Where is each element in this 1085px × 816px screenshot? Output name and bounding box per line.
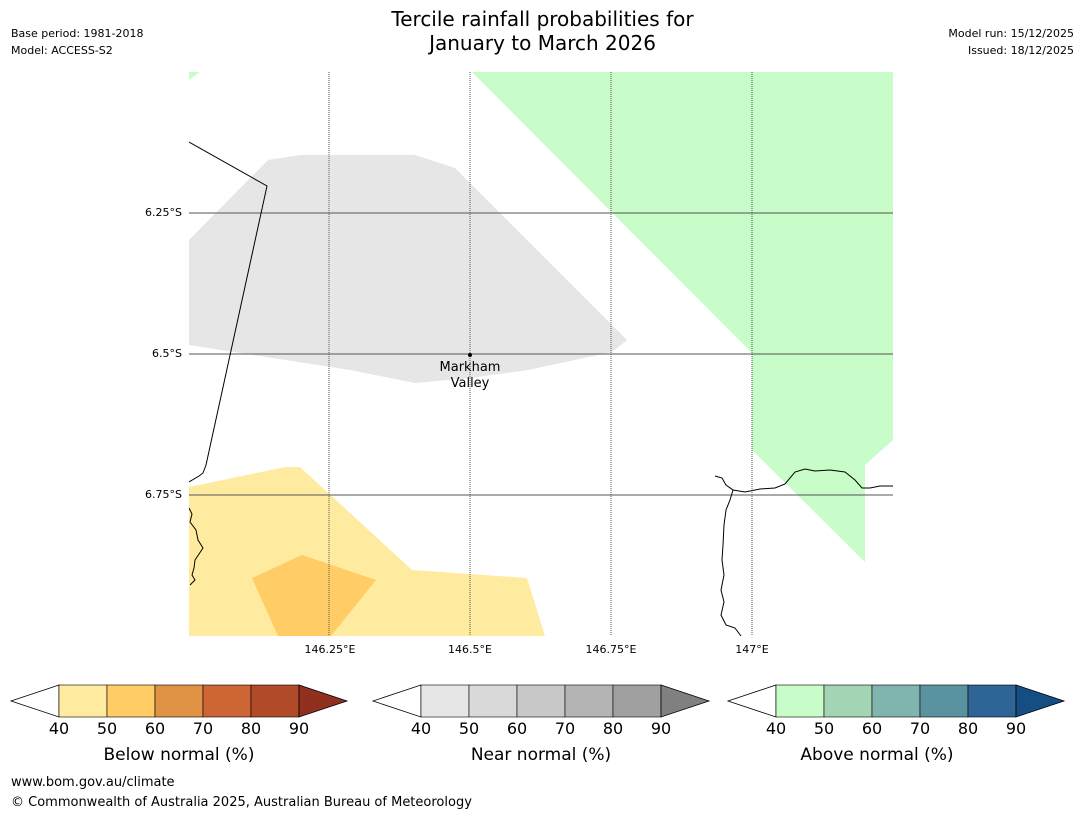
- colorbar-tick-label: 90: [289, 719, 309, 736]
- colorbars-svg: 40 50 60 70 80 90 40 50 60 70 80 90 40 50 60 70 80 90: [9, 684, 1066, 736]
- colorbar-segment: [919, 684, 969, 718]
- below-normal-region-40: [189, 467, 545, 636]
- lat-label-6-5: 6.5°S: [152, 347, 182, 360]
- colorbar-above-normal: 40 50 60 70 80 90: [726, 684, 1066, 736]
- colorbar-segment: [823, 684, 873, 718]
- above-normal-region: [472, 72, 893, 562]
- colorbar-segment: [871, 684, 921, 718]
- colorbar-tick-label: 40: [766, 719, 786, 736]
- lat-label-6-75: 6.75°S: [145, 488, 182, 501]
- colorbar-tick-label: 80: [958, 719, 978, 736]
- colorbar-segment: [154, 684, 204, 718]
- border-line: [189, 141, 268, 483]
- lon-label-146-75: 146.75°E: [585, 643, 637, 656]
- above-normal-corner: [189, 72, 200, 80]
- map-frame: [189, 72, 893, 636]
- header-right: Model run: 15/12/2025 Issued: 18/12/2025: [948, 25, 1074, 59]
- colorbar-segment: [420, 684, 470, 718]
- colorbar-tick-label: 50: [459, 719, 479, 736]
- colorbar-segment: [250, 684, 300, 718]
- header-left: Base period: 1981-2018 Model: ACCESS-S2: [11, 25, 143, 59]
- coastlines: [189, 141, 893, 636]
- colorbar-tick-label: 50: [97, 719, 117, 736]
- lon-label-147: 147°E: [735, 643, 769, 656]
- colorbar-segment: [58, 684, 108, 718]
- near-normal-region: [189, 155, 627, 383]
- colorbar-tick-label: 90: [651, 719, 671, 736]
- colorbar-segment: [967, 684, 1017, 718]
- colorbar-tick-label: 70: [193, 719, 213, 736]
- colorbar-segment: [775, 684, 825, 718]
- coastline-east-shore: [732, 468, 893, 493]
- colorbar-tick-label: 90: [1006, 719, 1026, 736]
- coastline-east: [714, 475, 742, 636]
- issued-text: Issued: 18/12/2025: [967, 44, 1074, 57]
- colorbar-segment: [612, 684, 662, 718]
- model-text: Model: ACCESS-S2: [11, 44, 113, 57]
- colorbar-label-near: Near normal (%): [470, 745, 612, 765]
- colorbar-tick-label: 40: [411, 719, 431, 736]
- lon-label-146-25: 146.25°E: [304, 643, 356, 656]
- colorbar-tick-label: 70: [910, 719, 930, 736]
- coastline-west: [189, 507, 204, 586]
- lat-label-6-25: 6.25°S: [145, 206, 182, 219]
- colorbar-label-above: Above normal (%): [800, 745, 954, 765]
- title-line-1: Tercile rainfall probabilities for: [391, 7, 694, 31]
- colorbar-tick-label: 70: [555, 719, 575, 736]
- lon-label-146-5: 146.5°E: [448, 643, 492, 656]
- colorbar-tick-label: 60: [862, 719, 882, 736]
- place-label-line2: Valley: [450, 376, 490, 391]
- colorbar-under-arrow: [371, 684, 422, 718]
- colorbar-tick-label: 60: [145, 719, 165, 736]
- gridlines: [189, 72, 893, 636]
- colorbar-label-below: Below normal (%): [103, 745, 255, 765]
- colorbar-under-arrow: [726, 684, 777, 718]
- colorbar-over-arrow: [298, 684, 349, 718]
- colorbar-segment: [564, 684, 614, 718]
- colorbar-below-normal: 40 50 60 70 80 90: [9, 684, 349, 736]
- place-marker: [468, 353, 472, 357]
- colorbar-segment: [106, 684, 156, 718]
- place-label-line1: Markham: [439, 360, 501, 375]
- model-run-text: Model run: 15/12/2025: [948, 27, 1074, 40]
- colorbar-over-arrow: [1015, 684, 1066, 718]
- base-period-text: Base period: 1981-2018: [11, 27, 144, 40]
- footer-url: www.bom.gov.au/climate: [11, 775, 175, 790]
- place-label: Markham Valley: [410, 360, 530, 392]
- colorbar-tick-label: 80: [241, 719, 261, 736]
- colorbar-under-arrow: [9, 684, 60, 718]
- page-title: Tercile rainfall probabilities for Janua…: [0, 7, 1085, 55]
- colorbar-tick-label: 40: [49, 719, 69, 736]
- footer-copyright: © Commonwealth of Australia 2025, Austra…: [11, 795, 472, 810]
- colorbar-tick-label: 80: [603, 719, 623, 736]
- colorbar-segment: [468, 684, 518, 718]
- colorbar-tick-label: 50: [814, 719, 834, 736]
- colorbar-over-arrow: [660, 684, 711, 718]
- below-normal-region-50: [252, 555, 376, 636]
- colorbar-tick-label: 60: [507, 719, 527, 736]
- colorbar-near-normal: 40 50 60 70 80 90: [371, 684, 711, 736]
- colorbar-segment: [202, 684, 252, 718]
- title-line-2: January to March 2026: [429, 31, 656, 55]
- colorbar-segment: [516, 684, 566, 718]
